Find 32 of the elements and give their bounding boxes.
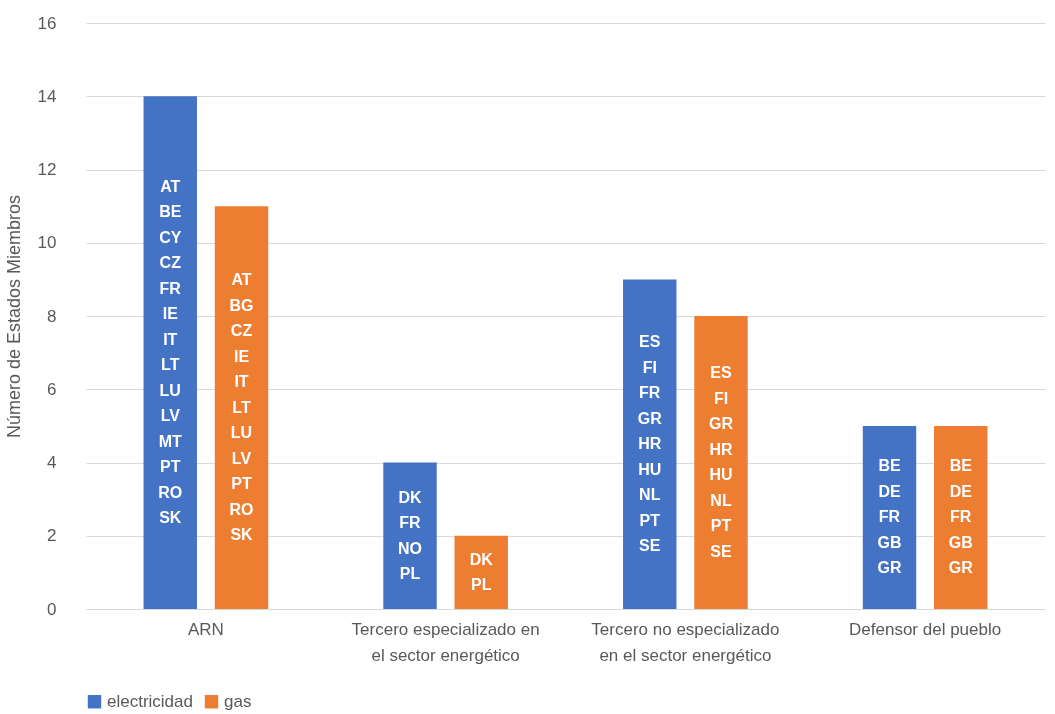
legend-label: gas <box>224 691 252 711</box>
y-tick-label: 2 <box>47 526 57 546</box>
bar <box>214 206 269 609</box>
y-tick-label: 12 <box>37 160 57 179</box>
bar <box>454 535 508 609</box>
y-tick-label: 16 <box>37 13 57 33</box>
y-tick-label: 8 <box>47 306 57 326</box>
data-label: BE DE FR GB GR <box>877 457 902 577</box>
bar <box>934 425 988 609</box>
data-label: DK PL <box>469 550 494 594</box>
text: AT BG CZ IE IT LT LU LV PT RO SK <box>229 271 254 544</box>
x-tick-label: Defensor del pueblo <box>849 619 1002 639</box>
data-label: BE DE FR GB GR <box>948 457 974 577</box>
y-tick-label: 4 <box>47 453 57 472</box>
x-tick-label: ARN <box>187 619 224 639</box>
data-label: DK FR NO PL <box>398 488 423 582</box>
y-tick-label: 10 <box>37 233 57 253</box>
y-axis-title: Número de Estados Miembros <box>3 194 24 439</box>
bar <box>862 425 917 609</box>
bar <box>143 96 197 609</box>
x-tick-label: Tercero no especializado en el sector energético <box>591 619 780 665</box>
y-tick-label: 6 <box>47 379 57 399</box>
bar <box>383 462 437 609</box>
y-tick-label: 0 <box>47 599 57 619</box>
legend-label: electricidad <box>107 691 193 711</box>
y-tick-label: 14 <box>37 86 57 106</box>
x-tick-label: Tercero especializado en el sector energético <box>351 619 540 665</box>
data-label: ES FI GR HR HU NL PT SE <box>708 364 734 560</box>
text: AT BE CY CZ FR IE IT LT LU LV MT PT RO SK <box>158 177 183 527</box>
bar <box>623 279 677 609</box>
text: ES FI FR GR HR HU NL PT SE <box>637 333 662 555</box>
bar <box>694 316 748 609</box>
